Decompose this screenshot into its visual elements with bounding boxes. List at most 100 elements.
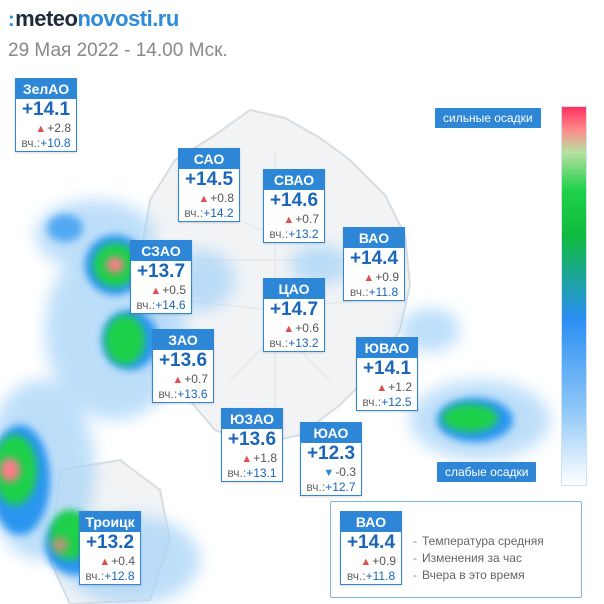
hourly-change: ▲+0.4 [80,554,140,568]
triangle-up-icon: ▲ [150,285,162,297]
yesterday-value: +13.1 [246,466,277,480]
logo-mark: : [8,9,15,31]
legend-line-avg-temp: - Температура средняя [413,534,544,548]
avg-temperature: +14.1 [362,358,412,379]
yesterday-label: вч.: [184,206,204,220]
yesterday-temperature: вч.:+12.7 [301,479,361,495]
district-card-szao: СЗАО +13.7 ▲+0.5 вч.:+14.6 [130,240,192,314]
yesterday-value: +10.8 [40,136,71,150]
hourly-change-value: +0.7 [184,372,208,386]
district-card-yuzao: ЮЗАО +13.6 ▲+1.8 вч.:+13.1 [221,408,283,482]
hourly-change-value: +0.6 [295,321,319,335]
hourly-change: ▲+0.9 [341,554,401,568]
legend-line-hourly-change: - Изменения за час [413,551,522,565]
district-card-sao: САО +14.5 ▲+0.8 вч.:+14.2 [178,148,240,222]
scale-label-light: слабые осадки [437,462,537,482]
yesterday-value: +12.5 [381,395,412,409]
hourly-change-value: +0.9 [372,554,396,568]
avg-temperature: +14.4 [349,248,399,269]
yesterday-value: +11.8 [368,285,399,299]
hourly-change: ▲+2.8 [16,121,76,135]
avg-temperature: +13.6 [227,429,277,450]
yesterday-value: +13.6 [177,387,208,401]
hourly-change: ▲+0.8 [179,191,239,205]
district-name: ВАО [341,512,401,532]
severe-precipitation-cores [0,257,124,553]
district-name: ЗАО [153,330,213,350]
yesterday-label: вч.: [346,569,366,583]
yesterday-label: вч.: [21,136,41,150]
yesterday-temperature: вч.:+13.2 [264,226,324,242]
triangle-up-icon: ▲ [35,123,47,135]
district-name: ЮВАО [357,338,417,358]
yesterday-temperature: вч.:+14.6 [131,297,191,313]
avg-temperature: +12.3 [306,443,356,464]
logo-text-part1: meteo [15,6,78,31]
yesterday-temperature: вч.:+13.1 [222,465,282,481]
district-card-vao: ВАО +14.4 ▲+0.9 вч.:+11.8 [343,227,405,301]
triangle-up-icon: ▲ [283,323,295,335]
legend-box: ВАО +14.4 ▲+0.9 вч.:+11.8 - Температура сред… [330,501,582,598]
avg-temperature: +14.6 [269,190,319,211]
triangle-up-icon: ▲ [198,193,210,205]
avg-temperature: +14.4 [346,532,396,553]
district-name: СЗАО [131,241,191,261]
hourly-change-value: +1.2 [388,380,412,394]
yesterday-temperature: вч.:+10.8 [16,135,76,151]
avg-temperature: +14.7 [269,299,319,320]
yesterday-temperature: вч.:+11.8 [341,568,401,584]
district-name: ЦАО [264,279,324,299]
yesterday-label: вч.: [227,466,247,480]
district-card-cao: ЦАО +14.7 ▲+0.6 вч.:+13.2 [263,278,325,352]
yesterday-value: +13.2 [288,336,319,350]
triangle-up-icon: ▲ [283,214,295,226]
district-card-troitsk: Троицк +13.2 ▲+0.4 вч.:+12.8 [79,511,141,585]
district-card-yuao: ЮАО +12.3 ▼-0.3 вч.:+12.7 [300,422,362,496]
district-name: Троицк [80,512,140,532]
hourly-change: ▲+0.7 [153,372,213,386]
hourly-change-value: -0.3 [335,465,356,479]
avg-temperature: +13.7 [136,261,186,282]
district-name: ЗелАО [16,79,76,99]
triangle-down-icon: ▼ [323,467,335,479]
district-name: ЮЗАО [222,409,282,429]
hourly-change: ▲+1.8 [222,451,282,465]
avg-temperature: +13.6 [158,350,208,371]
yesterday-temperature: вч.:+11.8 [344,284,404,300]
yesterday-value: +12.7 [325,480,356,494]
avg-temperature: +14.5 [184,169,234,190]
district-name: ВАО [344,228,404,248]
site-logo[interactable]: :meteonovosti.ru [8,6,179,32]
yesterday-label: вч.: [136,298,156,312]
precipitation-scale-bar [561,106,587,486]
district-card-svao: СВАО +14.6 ▲+0.7 вч.:+13.2 [263,169,325,243]
hourly-change-value: +0.4 [111,554,135,568]
triangle-up-icon: ▲ [241,453,253,465]
yesterday-value: +11.8 [365,569,396,583]
hourly-change-value: +0.5 [162,283,186,297]
yesterday-value: +14.6 [155,298,186,312]
yesterday-label: вч.: [269,336,289,350]
yesterday-value: +14.2 [203,206,234,220]
yesterday-label: вч.: [306,480,326,494]
yesterday-temperature: вч.:+13.2 [264,335,324,351]
yesterday-value: +13.2 [288,227,319,241]
legend-line-yesterday: - Вчера в это время [413,568,525,582]
yesterday-temperature: вч.:+12.5 [357,394,417,410]
hourly-change: ▲+0.5 [131,283,191,297]
logo-text-part2: novosti.ru [77,6,179,31]
district-card-zao: ЗАО +13.6 ▲+0.7 вч.:+13.6 [152,329,214,403]
yesterday-value: +12.8 [104,569,135,583]
yesterday-temperature: вч.:+14.2 [179,205,239,221]
yesterday-temperature: вч.:+13.6 [153,386,213,402]
district-card-yuvao: ЮВАО +14.1 ▲+1.2 вч.:+12.5 [356,337,418,411]
yesterday-label: вч.: [349,285,369,299]
district-name: САО [179,149,239,169]
triangle-up-icon: ▲ [376,382,388,394]
yesterday-label: вч.: [362,395,382,409]
yesterday-label: вч.: [158,387,178,401]
hourly-change: ▲+0.6 [264,321,324,335]
yesterday-temperature: вч.:+12.8 [80,568,140,584]
district-card-zelao: ЗелАО +14.1 ▲+2.8 вч.:+10.8 [15,78,77,152]
district-name: ЮАО [301,423,361,443]
